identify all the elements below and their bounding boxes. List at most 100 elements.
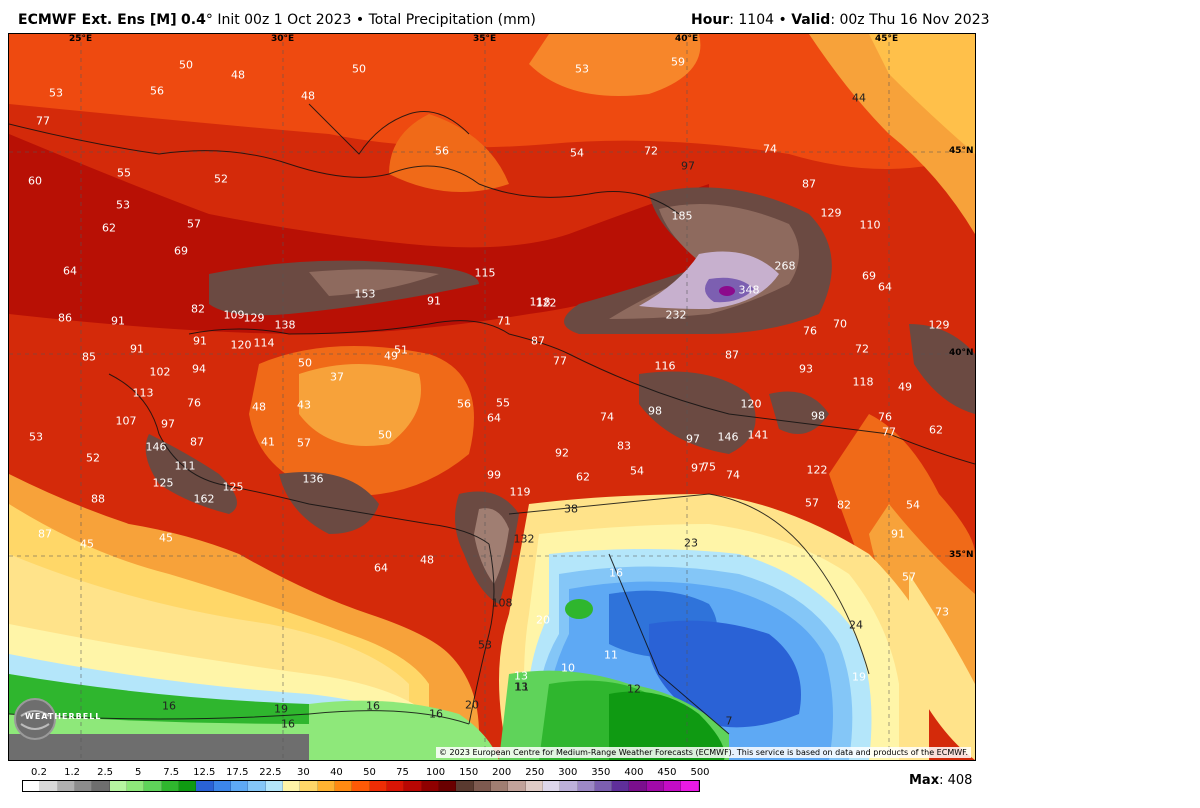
precip-value-label: 108 [491,596,513,610]
precip-value-label: 97 [681,159,695,173]
precip-value-label: 87 [802,177,816,191]
precip-value-label: 64 [878,280,892,294]
precip-value-label: 74 [763,142,777,156]
legend-swatch [230,781,249,791]
precip-value-label: 69 [862,269,876,283]
precip-value-label: 71 [497,314,511,328]
precip-value-label: 53 [49,86,63,100]
legend-tick-label: 150 [459,767,479,778]
precip-value-label: 11 [604,648,618,662]
legend-swatch [144,781,162,791]
legend-swatch [213,781,231,791]
precip-value-label: 77 [36,114,50,128]
precip-value-label: 57 [297,436,311,450]
precip-value-label: 129 [243,311,265,325]
precip-value-label: 185 [671,209,693,223]
legend-swatch [74,781,93,791]
precip-value-label: 97 [691,461,705,475]
legend-tick-label: 50 [363,767,376,778]
precip-value-label: 7 [725,714,733,728]
precip-value-label: 107 [115,414,137,428]
precip-value-label: 55 [496,396,510,410]
precip-value-label: 53 [116,198,130,212]
legend-tick-label: 75 [396,767,409,778]
legend-tick-label: 12.5 [193,767,216,778]
valid-value: : 00z Thu 16 Nov 2023 [830,12,990,28]
legend-swatch [282,781,301,791]
precip-value-label: 92 [555,446,569,460]
precip-value-label: 62 [929,423,943,437]
precip-value-label: 82 [191,302,205,316]
precip-value-label: 153 [354,287,376,301]
degree-symbol: ° [205,12,213,28]
precip-value-label: 62 [576,470,590,484]
precip-value-label: 43 [297,398,311,412]
precip-value-label: 53 [29,430,43,444]
max-value-label: Max: 408 [909,773,972,788]
legend-swatch [352,781,370,791]
legend-swatch [317,781,335,791]
precip-value-label: 98 [648,404,662,418]
legend-swatch [681,781,699,791]
precip-value-label: 109 [223,308,245,322]
precip-value-label: 146 [717,430,739,444]
legend-swatch [369,781,387,791]
precip-value-label: 55 [117,166,131,180]
precip-value-label: 56 [435,144,449,158]
precip-value-label: 91 [130,342,144,356]
precip-value-label: 115 [474,266,496,280]
product-name: Total Precipitation (mm) [368,12,536,28]
legend-swatch [646,781,665,791]
precip-value-label: 50 [352,62,366,76]
legend-swatch [560,781,578,791]
precip-value-label: 87 [190,435,204,449]
precip-value-label: 91 [891,527,905,541]
precip-value-label: 76 [878,410,892,424]
precip-value-label: 13 [514,680,528,694]
legend-swatch [612,781,630,791]
precip-value-label: 138 [274,318,296,332]
legend-swatch [664,781,682,791]
precip-value-label: 116 [654,359,676,373]
precip-value-label: 16 [162,699,176,713]
precip-value-label: 10 [561,661,575,675]
precip-value-label: 146 [145,440,167,454]
precip-value-label: 62 [102,221,116,235]
precip-value-label: 110 [859,218,881,232]
precip-value-label: 87 [725,348,739,362]
precip-value-label: 232 [665,308,687,322]
precip-value-label: 48 [301,89,315,103]
precip-value-label: 24 [849,618,863,632]
precip-value-label: 141 [747,428,769,442]
legend-tick-label: 450 [657,767,677,778]
precip-value-label: 16 [366,699,380,713]
legend-tick-label: 350 [591,767,611,778]
precip-value-label: 98 [811,409,825,423]
lat-label-40n: 40°N [949,348,974,358]
legend-tick-label: 400 [624,767,644,778]
precip-value-label: 94 [192,362,206,376]
precip-value-label: 129 [928,318,950,332]
legend-swatch [126,781,145,791]
precip-value-label: 19 [852,670,866,684]
legend-swatch [265,781,283,791]
lon-label-25e: 25°E [69,34,93,44]
precip-value-label: 118 [529,295,551,309]
chart-title: ECMWF Ext. Ens [M] 0.4° Init 00z 1 Oct 2… [18,12,536,28]
precip-value-label: 125 [222,480,244,494]
precip-value-label: 37 [330,370,344,384]
precip-value-label: 20 [465,698,479,712]
precip-value-label: 73 [935,605,949,619]
lon-label-30e: 30°E [271,34,295,44]
precip-value-label: 136 [302,472,324,486]
precip-value-label: 74 [726,468,740,482]
precip-value-label: 129 [820,206,842,220]
precip-value-label: 54 [906,498,920,512]
precip-value-label: 50 [179,58,193,72]
legend-tick-label: 250 [525,767,545,778]
lon-label-40e: 40°E [675,34,699,44]
precip-value-label: 48 [420,553,434,567]
precip-value-label: 82 [837,498,851,512]
precipitation-map[interactable]: 25°E 30°E 35°E 40°E 45°E 45°N 40°N 35°N … [8,33,976,761]
model-resolution: 0.4 [181,12,206,28]
